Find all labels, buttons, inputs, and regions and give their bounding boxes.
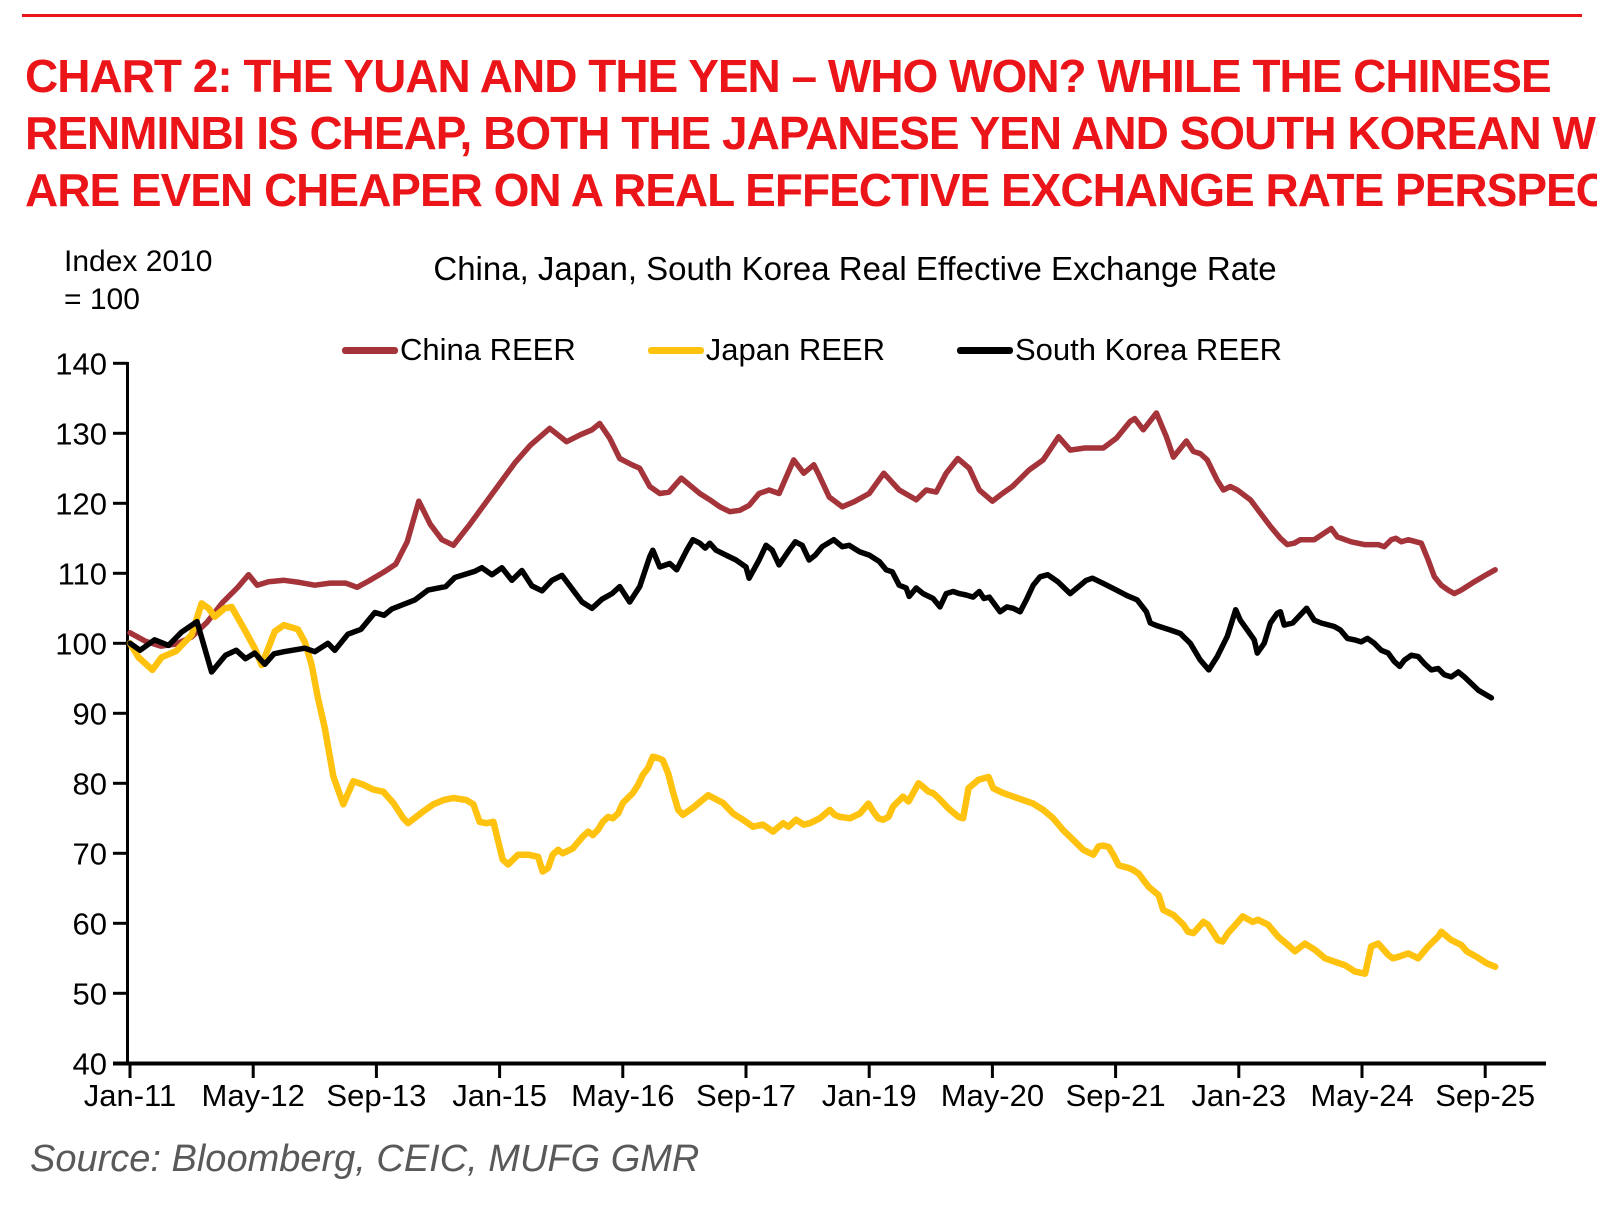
legend-line-swatch-icon <box>342 346 398 354</box>
legend-item-japan-reer: Japan REER <box>647 332 885 368</box>
y-axis-unit-label: Index 2010 = 100 <box>64 243 212 319</box>
x-tick-label: Jan-19 <box>822 1078 917 1113</box>
y-tick-label: 130 <box>55 416 107 451</box>
y-tick-label: 70 <box>73 836 107 871</box>
y-axis-unit-line2: = 100 <box>64 283 140 316</box>
y-tick-label: 120 <box>55 486 107 521</box>
chart-headline-line2: RENMINBI IS CHEAP, BOTH THE JAPANESE YEN… <box>25 107 1597 159</box>
legend-label: Japan REER <box>705 332 885 367</box>
y-tick-label: 60 <box>73 906 107 941</box>
y-tick-label: 140 <box>55 346 107 381</box>
y-tick-label: 80 <box>73 766 107 801</box>
series-line-china-reer <box>127 410 1498 649</box>
x-tick-label: May-16 <box>571 1078 674 1113</box>
legend-line-swatch-icon <box>956 346 1013 354</box>
legend-label: South Korea REER <box>1014 332 1283 367</box>
chart-headline-line1: CHART 2: THE YUAN AND THE YEN – WHO WON?… <box>25 50 1552 102</box>
x-tick-label: May-12 <box>202 1078 305 1113</box>
legend-item-south-korea-reer: South Korea REER <box>956 332 1283 368</box>
chart-legend: China REER Japan REER South Korea REER <box>342 332 1282 368</box>
x-tick-label: Sep-25 <box>1435 1078 1535 1113</box>
chart-headline: CHART 2: THE YUAN AND THE YEN – WHO WON?… <box>25 48 1597 219</box>
y-tick-label: 50 <box>73 976 107 1011</box>
chart-title: China, Japan, South Korea Real Effective… <box>433 250 1277 287</box>
x-tick-label: Sep-21 <box>1066 1078 1166 1113</box>
x-tick-label: Sep-13 <box>326 1078 426 1113</box>
y-axis-unit-line1: Index 2010 <box>64 245 213 278</box>
legend-label: China REER <box>400 332 576 367</box>
x-tick-label: May-24 <box>1310 1078 1413 1113</box>
legend-item-china-reer: China REER <box>342 332 576 368</box>
series-line-japan-reer <box>126 600 1499 977</box>
x-tick-label: Jan-15 <box>452 1078 547 1113</box>
y-tick-label: 40 <box>73 1046 107 1081</box>
x-tick-label: Jan-11 <box>84 1078 177 1113</box>
y-tick-label: 100 <box>55 626 107 661</box>
y-tick-label: 90 <box>73 696 107 731</box>
y-tick-label: 110 <box>58 556 107 591</box>
series-line-south-korea-reer <box>127 536 1495 701</box>
x-tick-label: Jan-23 <box>1191 1078 1286 1113</box>
x-tick-label: May-20 <box>941 1078 1044 1113</box>
x-tick-label: Sep-17 <box>696 1078 796 1113</box>
chart-headline-line3: ARE EVEN CHEAPER ON A REAL EFFECTIVE EXC… <box>25 164 1597 216</box>
top-rule-divider <box>22 14 1582 17</box>
source-attribution: Source: Bloomberg, CEIC, MUFG GMR <box>30 1138 700 1180</box>
legend-line-swatch-icon <box>647 346 704 354</box>
